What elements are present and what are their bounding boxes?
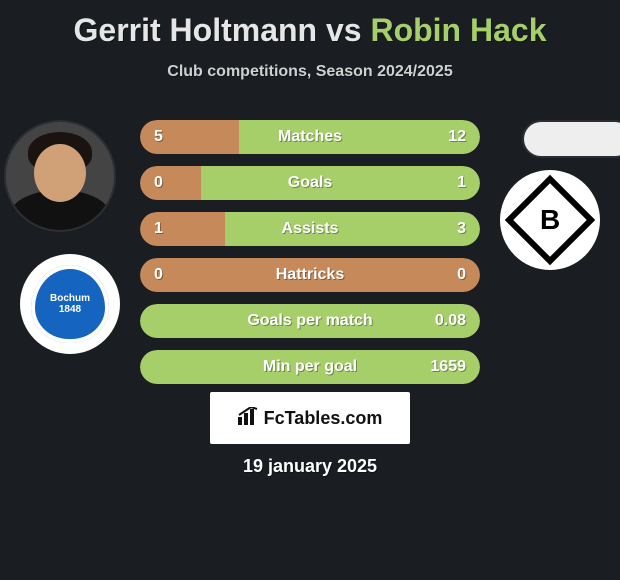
stat-label: Matches [140, 120, 480, 154]
stat-label: Goals per match [140, 304, 480, 338]
club-left-year: 1848 [59, 304, 81, 315]
stat-value-right: 1 [457, 166, 466, 200]
player2-name: Robin Hack [370, 12, 546, 48]
stat-value-right: 0 [457, 258, 466, 292]
stat-label: Hattricks [140, 258, 480, 292]
club-right-badge: B [500, 170, 600, 270]
stat-value-left: 5 [154, 120, 163, 154]
stat-value-right: 3 [457, 212, 466, 246]
stat-value-right: 1659 [430, 350, 466, 384]
stat-row: Min per goal1659 [140, 350, 480, 384]
stat-row: Goals0 1 [140, 166, 480, 200]
subtitle: Club competitions, Season 2024/2025 [0, 63, 620, 81]
stat-row: Goals per match0.08 [140, 304, 480, 338]
stat-value-right: 12 [448, 120, 466, 154]
player2-avatar-placeholder [524, 122, 620, 156]
player1-name: Gerrit Holtmann [74, 12, 318, 48]
stat-label: Min per goal [140, 350, 480, 384]
player1-avatar [6, 122, 114, 230]
club-right-letter: B [540, 204, 560, 236]
branding-box: FcTables.com [210, 392, 410, 444]
chart-icon [238, 407, 258, 430]
stat-label: Goals [140, 166, 480, 200]
comparison-title: Gerrit Holtmann vs Robin Hack [0, 0, 620, 49]
stat-label: Assists [140, 212, 480, 246]
stat-row: Matches5 12 [140, 120, 480, 154]
stat-value-left: 0 [154, 166, 163, 200]
vs-label: vs [326, 12, 362, 48]
stat-row: Assists1 3 [140, 212, 480, 246]
club-left-name: Bochum [50, 293, 90, 304]
stat-row: Hattricks0 0 [140, 258, 480, 292]
stat-value-left: 1 [154, 212, 163, 246]
generated-date: 19 january 2025 [0, 456, 620, 477]
stat-value-right: 0.08 [435, 304, 466, 338]
stats-container: Matches512Goals01Assists13Hattricks00Goa… [140, 120, 480, 396]
club-left-badge: Bochum 1848 [20, 254, 120, 354]
branding-text: FcTables.com [264, 408, 383, 429]
stat-value-left: 0 [154, 258, 163, 292]
